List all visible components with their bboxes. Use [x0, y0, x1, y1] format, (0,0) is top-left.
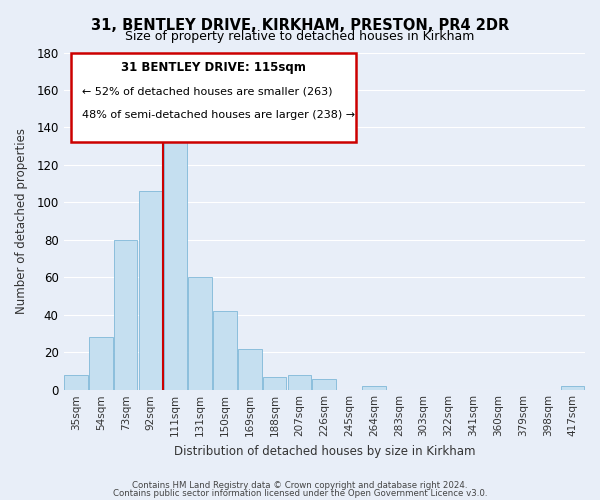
Text: Contains public sector information licensed under the Open Government Licence v3: Contains public sector information licen…	[113, 489, 487, 498]
Bar	[362, 386, 386, 390]
Text: 31, BENTLEY DRIVE, KIRKHAM, PRESTON, PR4 2DR: 31, BENTLEY DRIVE, KIRKHAM, PRESTON, PR4…	[91, 18, 509, 32]
Text: 31 BENTLEY DRIVE: 115sqm: 31 BENTLEY DRIVE: 115sqm	[121, 61, 306, 74]
Text: ← 52% of detached houses are smaller (263): ← 52% of detached houses are smaller (26…	[82, 86, 332, 96]
Y-axis label: Number of detached properties: Number of detached properties	[15, 128, 28, 314]
Bar	[263, 377, 286, 390]
Bar	[64, 375, 88, 390]
Bar	[287, 375, 311, 390]
Bar	[188, 278, 212, 390]
Bar	[238, 348, 262, 390]
Text: Contains HM Land Registry data © Crown copyright and database right 2024.: Contains HM Land Registry data © Crown c…	[132, 480, 468, 490]
Bar	[114, 240, 137, 390]
Bar	[89, 338, 113, 390]
Text: 48% of semi-detached houses are larger (238) →: 48% of semi-detached houses are larger (…	[82, 110, 355, 120]
Text: Size of property relative to detached houses in Kirkham: Size of property relative to detached ho…	[125, 30, 475, 43]
X-axis label: Distribution of detached houses by size in Kirkham: Distribution of detached houses by size …	[173, 444, 475, 458]
Bar	[164, 137, 187, 390]
Bar	[313, 378, 336, 390]
Bar	[139, 191, 162, 390]
Bar	[561, 386, 584, 390]
Bar	[213, 311, 237, 390]
FancyBboxPatch shape	[71, 52, 356, 142]
